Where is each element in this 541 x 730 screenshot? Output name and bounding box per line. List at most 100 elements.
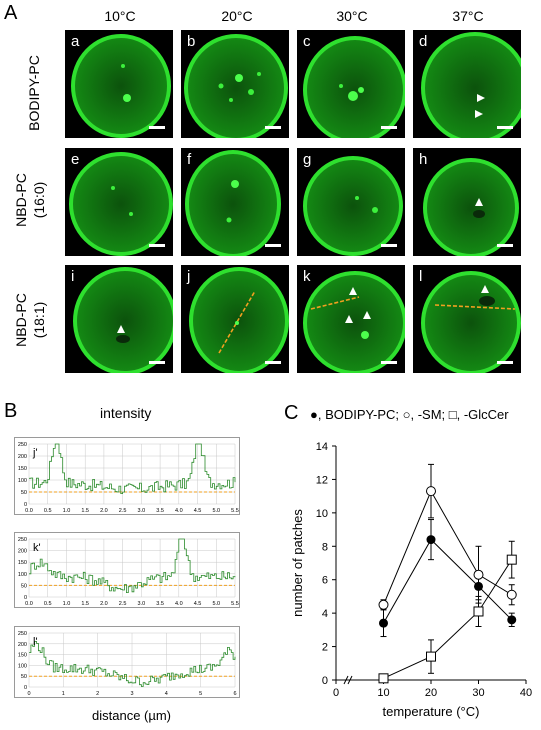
plot-label: k' xyxy=(33,542,41,554)
cell-letter: i xyxy=(71,268,75,285)
series-line xyxy=(383,559,513,679)
scale-bar xyxy=(265,244,281,247)
vesicle-image xyxy=(303,156,403,256)
row-label-line: NBD-PC xyxy=(13,293,29,347)
panel-c-legend: ●, BODIPY-PC; ○, -SM; □, -GlcCer xyxy=(310,407,509,422)
x-tick-label: 3.0 xyxy=(138,601,146,607)
x-tick-label: 40 xyxy=(520,687,532,699)
micrograph-l: l xyxy=(413,265,521,373)
intensity-plot-l: 250 200 150 100 50 0 0 1 2 3 4 5 6 l' xyxy=(14,626,240,698)
row-label-line: (16:0) xyxy=(31,181,47,219)
scale-bar xyxy=(149,244,165,247)
x-tick-label: 30 xyxy=(472,687,484,699)
data-point xyxy=(507,615,517,625)
intensity-plot-k: 250 200 150 100 50 0 0.0 0.5 1.0 1.5 2.0 2.5 3.0 3.5 4… xyxy=(14,532,240,608)
x-tick-label: 1.0 xyxy=(63,508,71,514)
x-tick-label: 0.5 xyxy=(44,601,52,607)
intensity-trace-svg: 250 200 150 100 50 00.0 0.5 1.0 1.5 2.0 2.5 3.0 3.5 4… xyxy=(18,442,239,514)
x-tick-label: 4 xyxy=(165,691,168,697)
y-tick-label: 150 xyxy=(18,653,27,659)
scale-bar xyxy=(497,244,513,247)
row-label-nbd-pc-16: NBD-PC (16:0) xyxy=(12,140,48,260)
micrograph-f: f xyxy=(181,148,289,256)
row-label-line: (18:1) xyxy=(31,301,47,339)
micrograph-h: h xyxy=(413,148,521,256)
y-tick-label: 0 xyxy=(322,675,328,687)
data-point xyxy=(506,554,517,565)
scale-bar xyxy=(149,126,165,129)
data-point xyxy=(378,599,389,610)
x-tick-label: 4.5 xyxy=(194,508,202,514)
y-tick-label: 0 xyxy=(24,502,27,508)
data-point xyxy=(426,651,436,662)
cell-letter: a xyxy=(71,33,80,50)
panel-c-letter: C xyxy=(284,402,299,424)
y-tick-label: 50 xyxy=(21,490,27,496)
y-tick-label: 4 xyxy=(322,608,328,620)
x-tick-label: 0.5 xyxy=(44,508,52,514)
y-tick-label: 50 xyxy=(21,583,27,589)
y-tick-label: 100 xyxy=(18,663,27,669)
x-tick-label: 5 xyxy=(199,691,202,697)
cell-letter: c xyxy=(303,33,311,50)
x-tick-label: 3.0 xyxy=(138,508,146,514)
x-tick-label: 1.5 xyxy=(81,508,89,514)
y-tick-label: 100 xyxy=(18,478,27,484)
y-tick-label: 250 xyxy=(18,631,27,637)
x-tick-label: 0 xyxy=(27,691,30,697)
cell-letter: l xyxy=(419,268,423,285)
scale-bar xyxy=(381,126,397,129)
vesicle-image xyxy=(421,271,521,373)
row-label-bodipy-pc: BODIPY-PC xyxy=(25,33,43,153)
y-tick-label: 250 xyxy=(18,442,27,448)
micrograph-e: e xyxy=(65,148,173,256)
micrograph-g: g xyxy=(297,148,405,256)
data-point xyxy=(506,589,517,600)
temperature-label: 30°C xyxy=(336,8,368,24)
intensity-trace-svg: 250 200 150 100 50 00 1 2 3 4 5 6 l' xyxy=(18,631,237,697)
vesicle-image xyxy=(185,150,281,256)
data-point xyxy=(473,569,484,580)
x-tick-label: 2.0 xyxy=(100,508,108,514)
data-point xyxy=(473,606,484,617)
y-tick-label: 12 xyxy=(316,474,328,486)
vesicle-image xyxy=(73,267,173,373)
data-point xyxy=(426,535,436,545)
y-tick-label: 8 xyxy=(322,541,328,553)
micrograph-k: k xyxy=(297,265,405,373)
x-tick-label: 1 xyxy=(62,691,65,697)
scale-bar xyxy=(497,361,513,364)
vesicle-image xyxy=(184,34,288,138)
x-tick-label: 4.0 xyxy=(175,601,183,607)
row-label-nbd-pc-18: NBD-PC (18:1) xyxy=(12,260,48,380)
cell-letter: h xyxy=(419,151,428,168)
row-label-line: NBD-PC xyxy=(13,173,29,227)
x-axis-label: temperature (°C) xyxy=(383,704,480,719)
cell-letter: k xyxy=(303,268,311,285)
data-point xyxy=(378,673,389,684)
panel-b-title: intensity xyxy=(100,405,152,421)
scale-bar xyxy=(497,126,513,129)
temperature-label: 10°C xyxy=(104,8,136,24)
y-tick-label: 0 xyxy=(24,595,27,601)
y-tick-label: 250 xyxy=(18,537,27,543)
y-axis-label: number of patches xyxy=(290,509,305,617)
panel-a-letter: A xyxy=(4,2,18,24)
intensity-trace xyxy=(29,538,236,593)
y-tick-label: 10 xyxy=(316,508,328,520)
vesicle-image xyxy=(303,271,405,373)
data-point xyxy=(379,618,388,628)
panel-b-letter: B xyxy=(4,400,18,422)
panel-b-xlabel: distance (µm) xyxy=(92,708,172,723)
micrograph-i: i xyxy=(65,265,173,373)
scale-bar xyxy=(265,126,281,129)
plot-label: j' xyxy=(32,447,38,459)
intensity-trace xyxy=(29,641,236,687)
axis-break xyxy=(347,675,353,685)
y-tick-label: 150 xyxy=(18,560,27,566)
scale-bar xyxy=(381,244,397,247)
scale-bar xyxy=(265,361,281,364)
scale-bar xyxy=(381,361,397,364)
x-tick-label: 3.5 xyxy=(156,508,164,514)
micrograph-j: j xyxy=(181,265,289,373)
